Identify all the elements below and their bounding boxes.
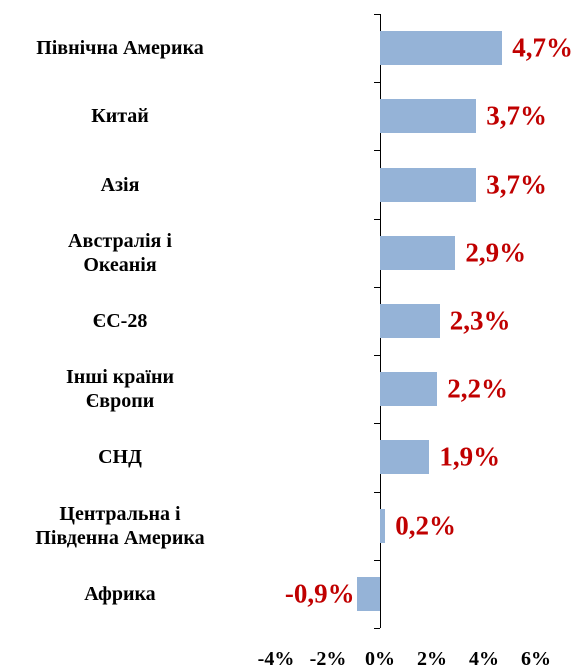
axis-tick	[374, 423, 380, 425]
bar	[380, 167, 477, 202]
axis-tick	[374, 150, 380, 152]
value-label: -0,9%	[284, 578, 355, 609]
bar	[380, 304, 440, 338]
value-label: 1,9%	[439, 441, 501, 472]
axis-tick	[374, 286, 380, 288]
category-label: Центральна і Південна Америка	[35, 502, 205, 549]
category-label: Китай	[91, 105, 149, 128]
axis-tick	[374, 628, 380, 629]
value-label: 4,7%	[512, 32, 573, 63]
bar	[380, 440, 430, 475]
category-label: Африка	[84, 582, 156, 605]
bar	[380, 31, 503, 66]
axis-tick	[374, 491, 380, 493]
axis-tick	[374, 14, 380, 15]
category-label: Австралія і Океанія	[68, 229, 172, 276]
value-label: 2,9%	[465, 237, 527, 268]
bar	[356, 576, 380, 611]
x-tick-label: 0%	[365, 648, 395, 670]
x-tick-label: -4%	[257, 648, 295, 670]
category-label: Азія	[100, 173, 140, 196]
category-label: ЄС-28	[92, 310, 148, 332]
axis-tick	[374, 559, 380, 561]
category-label: Північна Америка	[36, 37, 204, 60]
bar	[380, 372, 438, 407]
x-tick-label: -2%	[309, 648, 347, 670]
category-label: Інші країни Європи	[66, 366, 174, 413]
axis-tick	[374, 218, 380, 220]
value-label: 3,7%	[486, 100, 547, 131]
value-label: 2,2%	[447, 373, 508, 404]
axis-tick	[374, 82, 380, 84]
value-label: 0,2%	[395, 510, 456, 541]
value-label: 3,7%	[486, 169, 547, 200]
bar	[380, 508, 386, 543]
bar	[380, 99, 477, 134]
category-label: СНД	[98, 446, 142, 469]
axis-tick	[374, 355, 380, 357]
x-tick-label: 2%	[417, 648, 447, 670]
x-tick-label: 4%	[469, 648, 499, 670]
x-tick-label: 6%	[521, 648, 551, 670]
bar	[380, 235, 456, 270]
value-label: 2,3%	[449, 305, 511, 336]
